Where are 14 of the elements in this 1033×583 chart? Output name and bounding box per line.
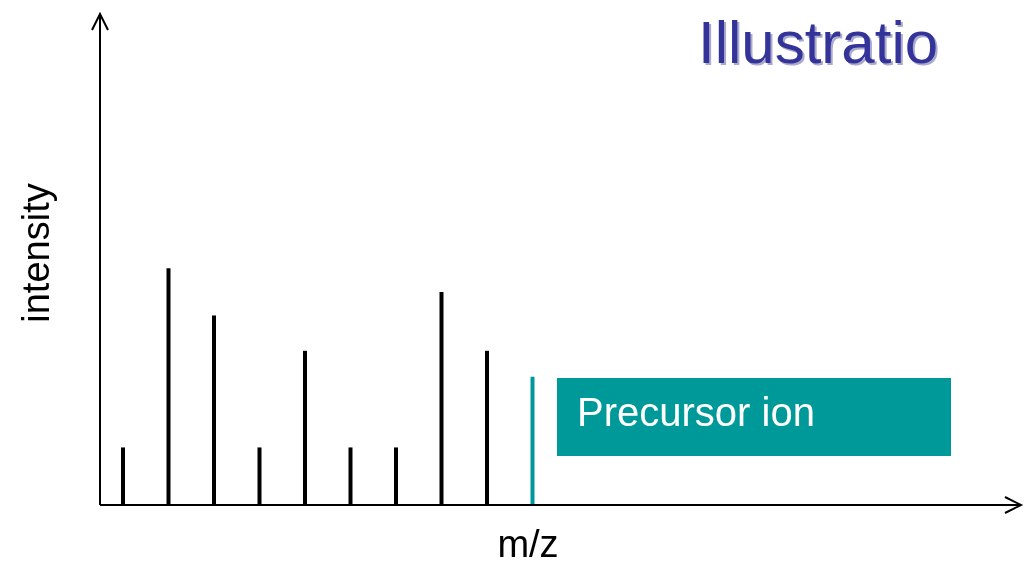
- bar: [394, 447, 398, 504]
- text: Precursor ion: [557, 378, 951, 456]
- bar: [439, 291, 444, 504]
- bar: [530, 376, 535, 504]
- bar: [212, 315, 216, 504]
- y-axis-title: intensity: [14, 183, 58, 323]
- bar: [485, 350, 489, 504]
- x-axis-title: m/z: [496, 523, 560, 566]
- text: Illustratio: [698, 8, 939, 77]
- bar: [166, 268, 171, 504]
- bar: [303, 350, 307, 504]
- bar: [257, 447, 262, 504]
- bar: [348, 447, 353, 504]
- bar: [121, 447, 125, 504]
